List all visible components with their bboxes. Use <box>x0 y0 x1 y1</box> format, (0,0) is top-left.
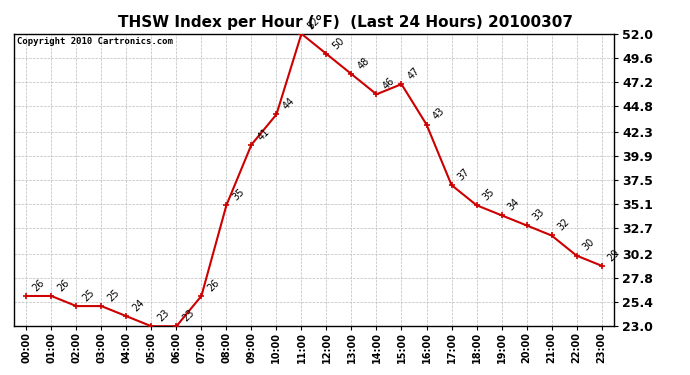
Text: 50: 50 <box>331 35 346 51</box>
Text: 26: 26 <box>206 278 221 293</box>
Text: 37: 37 <box>455 166 471 182</box>
Text: 34: 34 <box>506 197 522 213</box>
Text: 52: 52 <box>306 15 322 31</box>
Text: 30: 30 <box>581 237 596 253</box>
Text: 23: 23 <box>181 308 197 324</box>
Text: 35: 35 <box>481 187 497 202</box>
Text: 26: 26 <box>30 278 46 293</box>
Text: 25: 25 <box>81 287 97 303</box>
Text: 33: 33 <box>531 207 546 223</box>
Text: 43: 43 <box>431 106 446 122</box>
Text: 35: 35 <box>230 187 246 202</box>
Text: 23: 23 <box>155 308 171 324</box>
Text: 46: 46 <box>381 76 396 92</box>
Text: 44: 44 <box>281 96 296 112</box>
Text: 25: 25 <box>106 287 121 303</box>
Text: Copyright 2010 Cartronics.com: Copyright 2010 Cartronics.com <box>17 37 172 46</box>
Text: 41: 41 <box>255 126 271 142</box>
Text: 29: 29 <box>606 247 622 263</box>
Text: 24: 24 <box>130 298 146 314</box>
Text: 26: 26 <box>55 278 71 293</box>
Text: 47: 47 <box>406 66 422 81</box>
Text: THSW Index per Hour (°F)  (Last 24 Hours) 20100307: THSW Index per Hour (°F) (Last 24 Hours)… <box>117 15 573 30</box>
Text: 32: 32 <box>555 217 571 233</box>
Text: 48: 48 <box>355 56 371 71</box>
